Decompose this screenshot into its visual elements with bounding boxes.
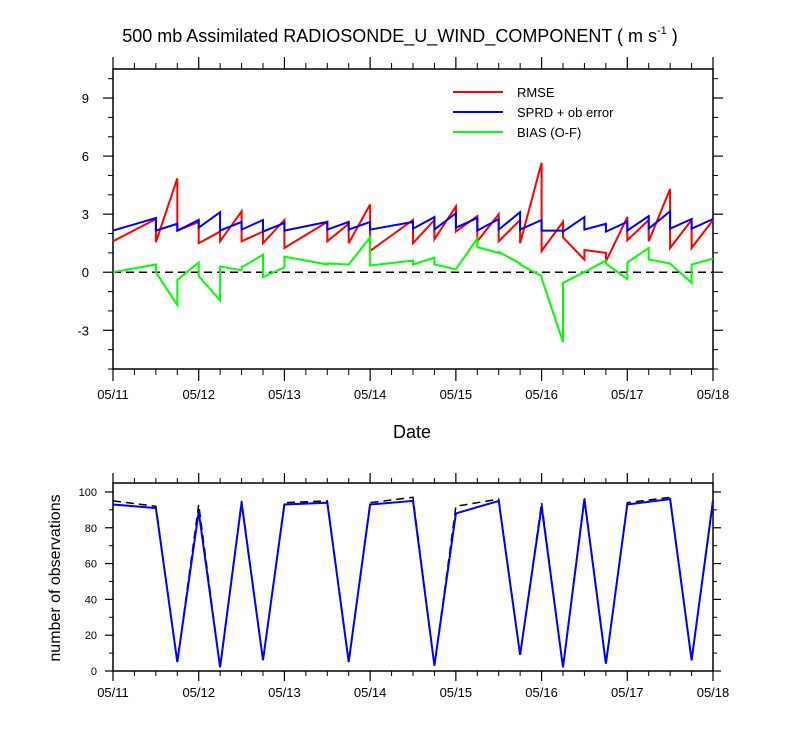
bottom-x-tick-label: 05/14 [354,685,387,700]
top-plot: 05/11 05/12 05/13 05/14 05/15 05/16 05/17 05/18… [77,57,729,402]
bottom-x-tick-label: 05/12 [182,685,215,700]
bottom-x-tick-label: 05/11 [97,685,129,700]
bottom-y-tick-label: 100 [79,487,97,499]
bottom-x-tick-label: 05/18 [697,685,730,700]
bottom-series [112,496,714,668]
bottom-plot-frame [112,482,714,672]
x-tick-label: 05/13 [268,387,301,402]
series-line-rmse [112,162,714,263]
series-line-observations-assimilated [112,497,714,668]
bottom-plot: 05/11 05/12 05/13 05/14 05/15 05/16 05/17 05/18… [79,473,730,700]
title-units-exponent: -1 [657,25,667,37]
series-line-bias-o-f [112,234,714,343]
bottom-x-tick-label: 05/16 [525,685,558,700]
bottom-y-tick-label: 0 [91,666,97,678]
x-tick-label: 05/18 [697,387,730,402]
y-axis-label-observations: number of observations [47,494,64,661]
series-line-sprd-ob-error [112,209,714,234]
x-tick-label: 05/14 [354,387,387,402]
chart-title: 500 mb Assimilated RADIOSONDE_U_WIND_COM… [122,25,678,47]
top-ticks: 05/11 05/12 05/13 05/14 05/15 05/16 05/17 05/18… [77,57,729,402]
legend-label-rmse: RMSE [517,85,555,100]
bottom-x-tick-label: 05/15 [440,685,473,700]
legend-label-bias-o-f: BIAS (O-F) [517,125,581,140]
y-tick-label: 6 [82,149,89,164]
y-tick-label: 0 [82,265,89,280]
x-axis-label: Date [393,422,431,442]
x-tick-label: 05/11 [97,387,129,402]
top-series [112,162,714,343]
bottom-y-tick-label: 60 [85,559,97,571]
bottom-y-tick-label: 40 [85,594,97,606]
y-tick-label: -3 [77,323,89,338]
series-line-observations-possible [112,496,714,668]
x-tick-label: 05/12 [182,387,215,402]
x-tick-label: 05/17 [611,387,644,402]
y-tick-label: 9 [82,91,89,106]
bottom-ticks: 05/11 05/12 05/13 05/14 05/15 05/16 05/17 05/18… [79,473,730,700]
legend: RMSE SPRD + ob error BIAS (O-F) [453,85,614,140]
x-tick-label: 05/16 [525,387,558,402]
bottom-x-tick-label: 05/13 [268,685,301,700]
bottom-x-tick-label: 05/17 [611,685,644,700]
bottom-y-tick-label: 80 [85,523,97,535]
x-tick-label: 05/15 [440,387,473,402]
bottom-y-tick-label: 20 [85,630,97,642]
y-tick-label: 3 [82,207,89,222]
legend-label-sprd-ob-error: SPRD + ob error [517,105,614,120]
